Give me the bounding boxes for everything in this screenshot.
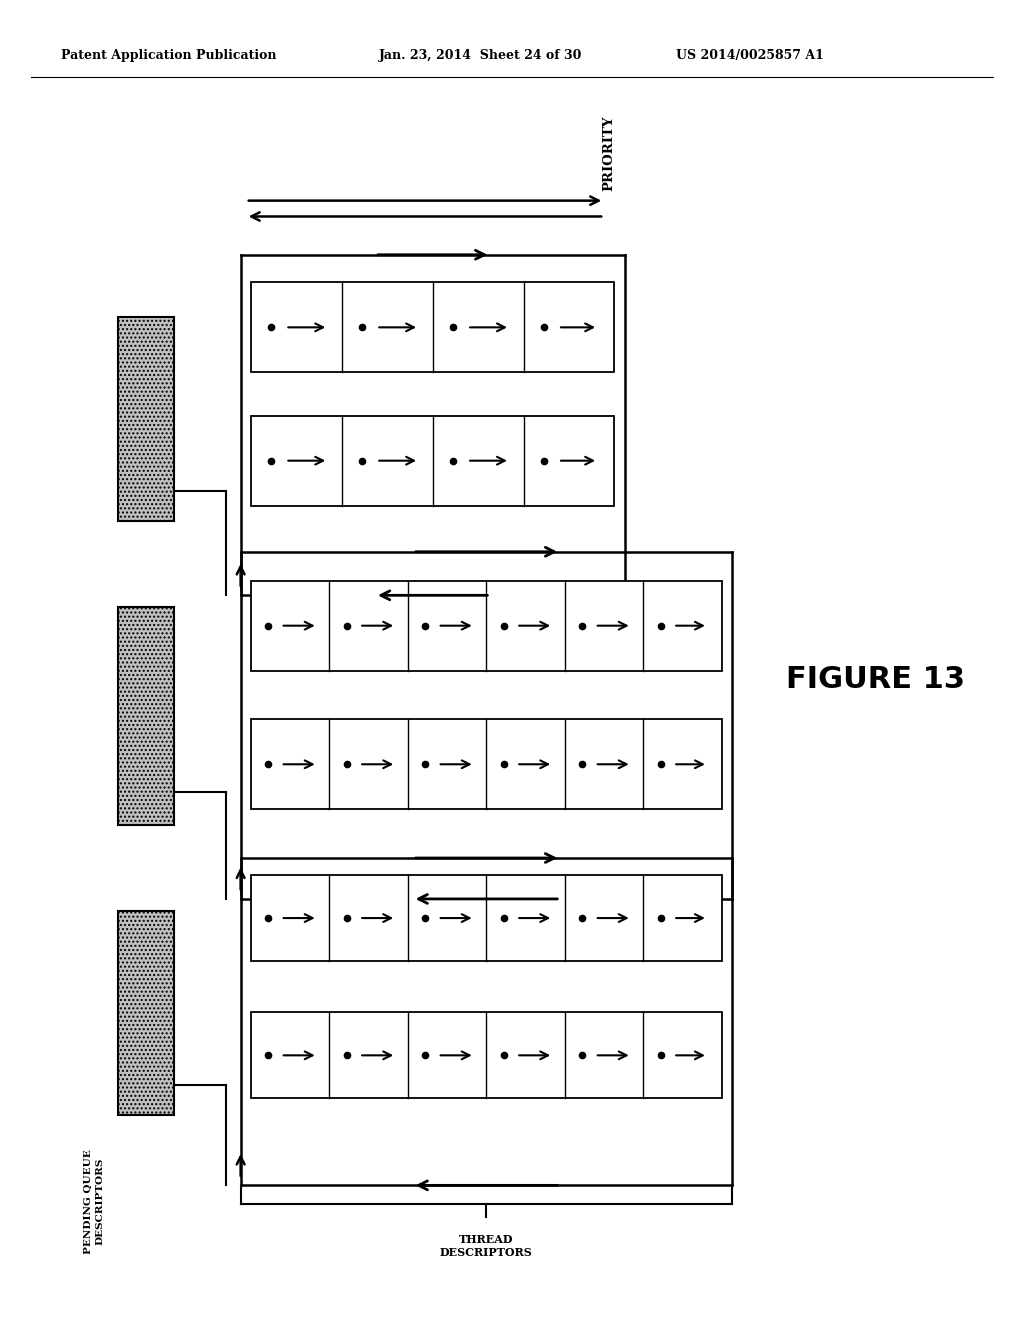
Bar xyxy=(118,317,174,521)
Text: THREAD
DESCRIPTORS: THREAD DESCRIPTORS xyxy=(440,1234,532,1258)
Text: PRIORITY: PRIORITY xyxy=(603,116,615,191)
Text: Patent Application Publication: Patent Application Publication xyxy=(61,49,276,62)
Text: US 2014/0025857 A1: US 2014/0025857 A1 xyxy=(676,49,823,62)
Bar xyxy=(251,719,722,809)
Bar xyxy=(251,1012,722,1098)
Bar xyxy=(251,875,722,961)
Text: Jan. 23, 2014  Sheet 24 of 30: Jan. 23, 2014 Sheet 24 of 30 xyxy=(379,49,583,62)
Bar xyxy=(251,416,614,506)
Text: PENDING QUEUE
DESCRIPTORS: PENDING QUEUE DESCRIPTORS xyxy=(84,1148,104,1254)
Bar xyxy=(118,607,174,825)
Bar xyxy=(251,282,614,372)
Bar xyxy=(251,581,722,671)
Bar xyxy=(118,911,174,1115)
Text: FIGURE 13: FIGURE 13 xyxy=(786,665,965,694)
